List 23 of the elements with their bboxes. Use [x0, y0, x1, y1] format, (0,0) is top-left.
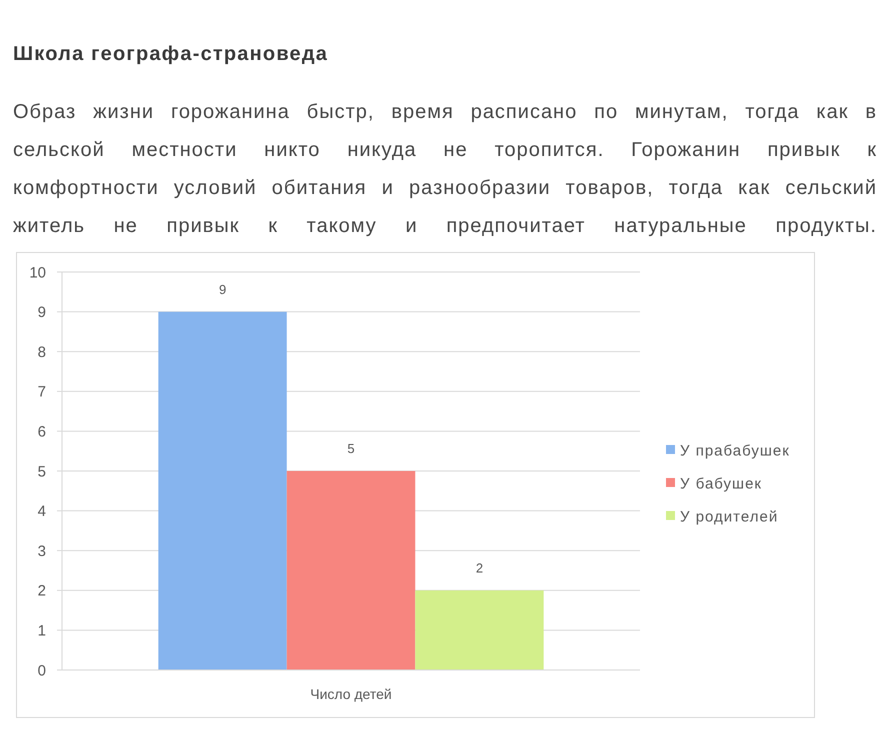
chart-title: Школа географа-страноведа — [13, 43, 328, 66]
x-tick-label: Число детей — [310, 686, 392, 702]
y-tick-label: 6 — [38, 423, 46, 440]
y-tick-label: 5 — [38, 463, 46, 480]
y-tick-label: 3 — [38, 542, 46, 560]
bar — [415, 590, 544, 670]
y-tick-label: 1 — [38, 622, 46, 640]
y-tick-label: 2 — [38, 582, 46, 600]
y-tick-label: 4 — [38, 503, 46, 520]
y-tick-label: 10 — [29, 264, 46, 282]
y-tick-label: 9 — [38, 304, 46, 322]
y-tick-label: 8 — [38, 344, 46, 361]
y-tick-label: 7 — [38, 384, 46, 401]
data-label: 5 — [347, 441, 355, 456]
legend-label: У бабушек — [680, 475, 762, 492]
y-tick-label: 0 — [38, 662, 46, 680]
chart-subtitle: Образ жизни горожанина быстр, время расписано по минутам, тогда как в сельской местности никто никуда не торопится. Горожанин привык к комфортности условий обитания и разнообразии товаров, тогда как сельский житель не привык к такому и предпочитает натуральные продукты. — [13, 100, 877, 239]
data-label: 2 — [476, 560, 484, 576]
legend-label: У прабабушек — [680, 442, 790, 460]
data-label: 9 — [218, 282, 226, 297]
bar — [286, 471, 416, 670]
bar — [158, 312, 287, 670]
legend-label: У родителей — [680, 508, 778, 526]
